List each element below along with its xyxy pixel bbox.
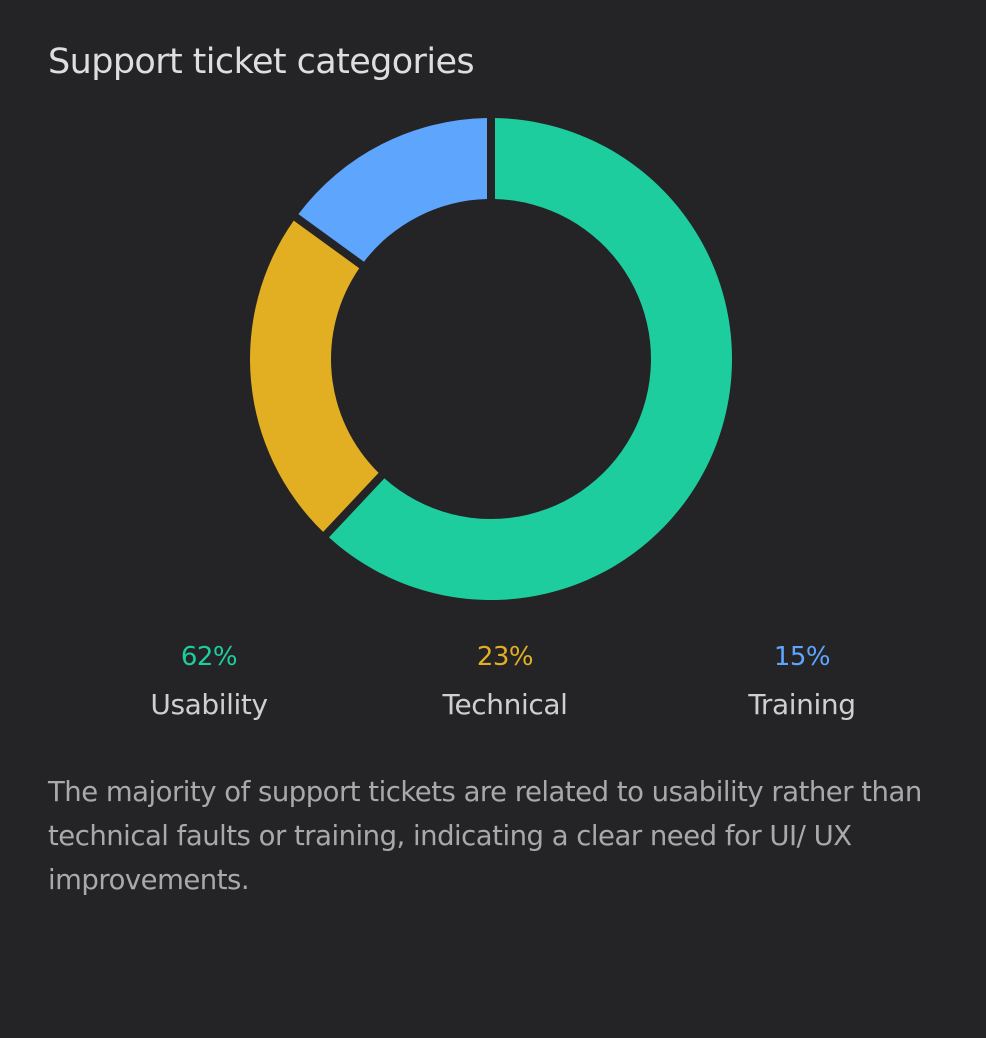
- donut-chart: [249, 118, 732, 601]
- legend-label-training: Training: [748, 688, 856, 721]
- legend-label-usability: Usability: [150, 688, 268, 721]
- legend-item-technical: 23% Technical: [395, 640, 615, 722]
- donut-slice-usability: [328, 118, 732, 601]
- legend-value-usability: 62%: [180, 642, 238, 672]
- legend-item-training: 15% Training: [692, 640, 912, 722]
- legend-label-technical: Technical: [442, 688, 568, 721]
- donut-slice-training: [298, 118, 488, 262]
- donut-slice-technical: [249, 220, 379, 532]
- legend-item-usability: 62% Usability: [99, 640, 319, 722]
- chart-caption: The majority of support tickets are rela…: [48, 776, 922, 896]
- legend-value-training: 15%: [773, 642, 831, 672]
- chart-title: Support ticket categories: [48, 42, 475, 82]
- legend-value-technical: 23%: [476, 642, 534, 672]
